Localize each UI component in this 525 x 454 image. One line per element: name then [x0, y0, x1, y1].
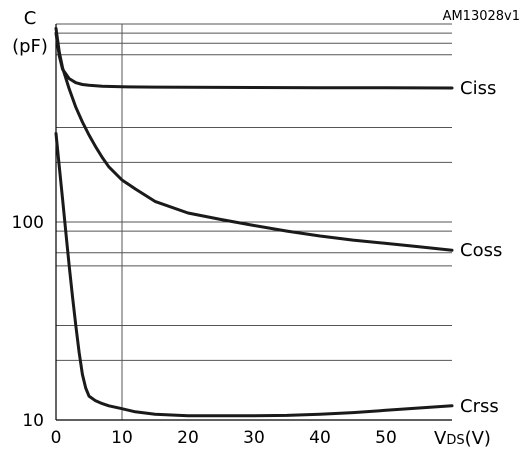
series-label-ciss: Ciss [460, 78, 496, 99]
x-tick-label: 30 [243, 428, 265, 448]
series-label-crss: Crss [460, 396, 499, 417]
x-tick-labels: 0 10 20 30 40 50 [51, 428, 397, 448]
x-tick-label: 0 [51, 428, 62, 448]
x-tick-label: 50 [375, 428, 397, 448]
axes [55, 24, 452, 421]
x-axis-label-unit: (V) [465, 428, 491, 449]
figure-reference: AM13028v1 [443, 9, 520, 24]
y-axis-label-unit: (pF) [12, 36, 48, 57]
x-tick-label: 10 [111, 428, 133, 448]
x-tick-label: 20 [177, 428, 199, 448]
x-tick-label: 40 [309, 428, 331, 448]
y-axis-label-symbol: C [24, 8, 37, 29]
x-axis-label-subscript: DS [446, 433, 464, 448]
y-tick-labels: 10 100 [12, 213, 44, 431]
series-labels: Ciss Coss Crss [460, 78, 502, 417]
y-tick-label: 10 [22, 411, 44, 431]
grid-lines [56, 23, 452, 421]
series-line-crss [54, 132, 454, 418]
y-tick-label: 100 [12, 213, 44, 233]
x-axis-label: VDS(V) [434, 428, 491, 449]
series-curves [54, 26, 454, 418]
series-line-coss [54, 26, 454, 252]
series-line-ciss [54, 31, 454, 90]
series-label-coss: Coss [460, 240, 502, 261]
x-axis-label-main: V [434, 428, 447, 449]
